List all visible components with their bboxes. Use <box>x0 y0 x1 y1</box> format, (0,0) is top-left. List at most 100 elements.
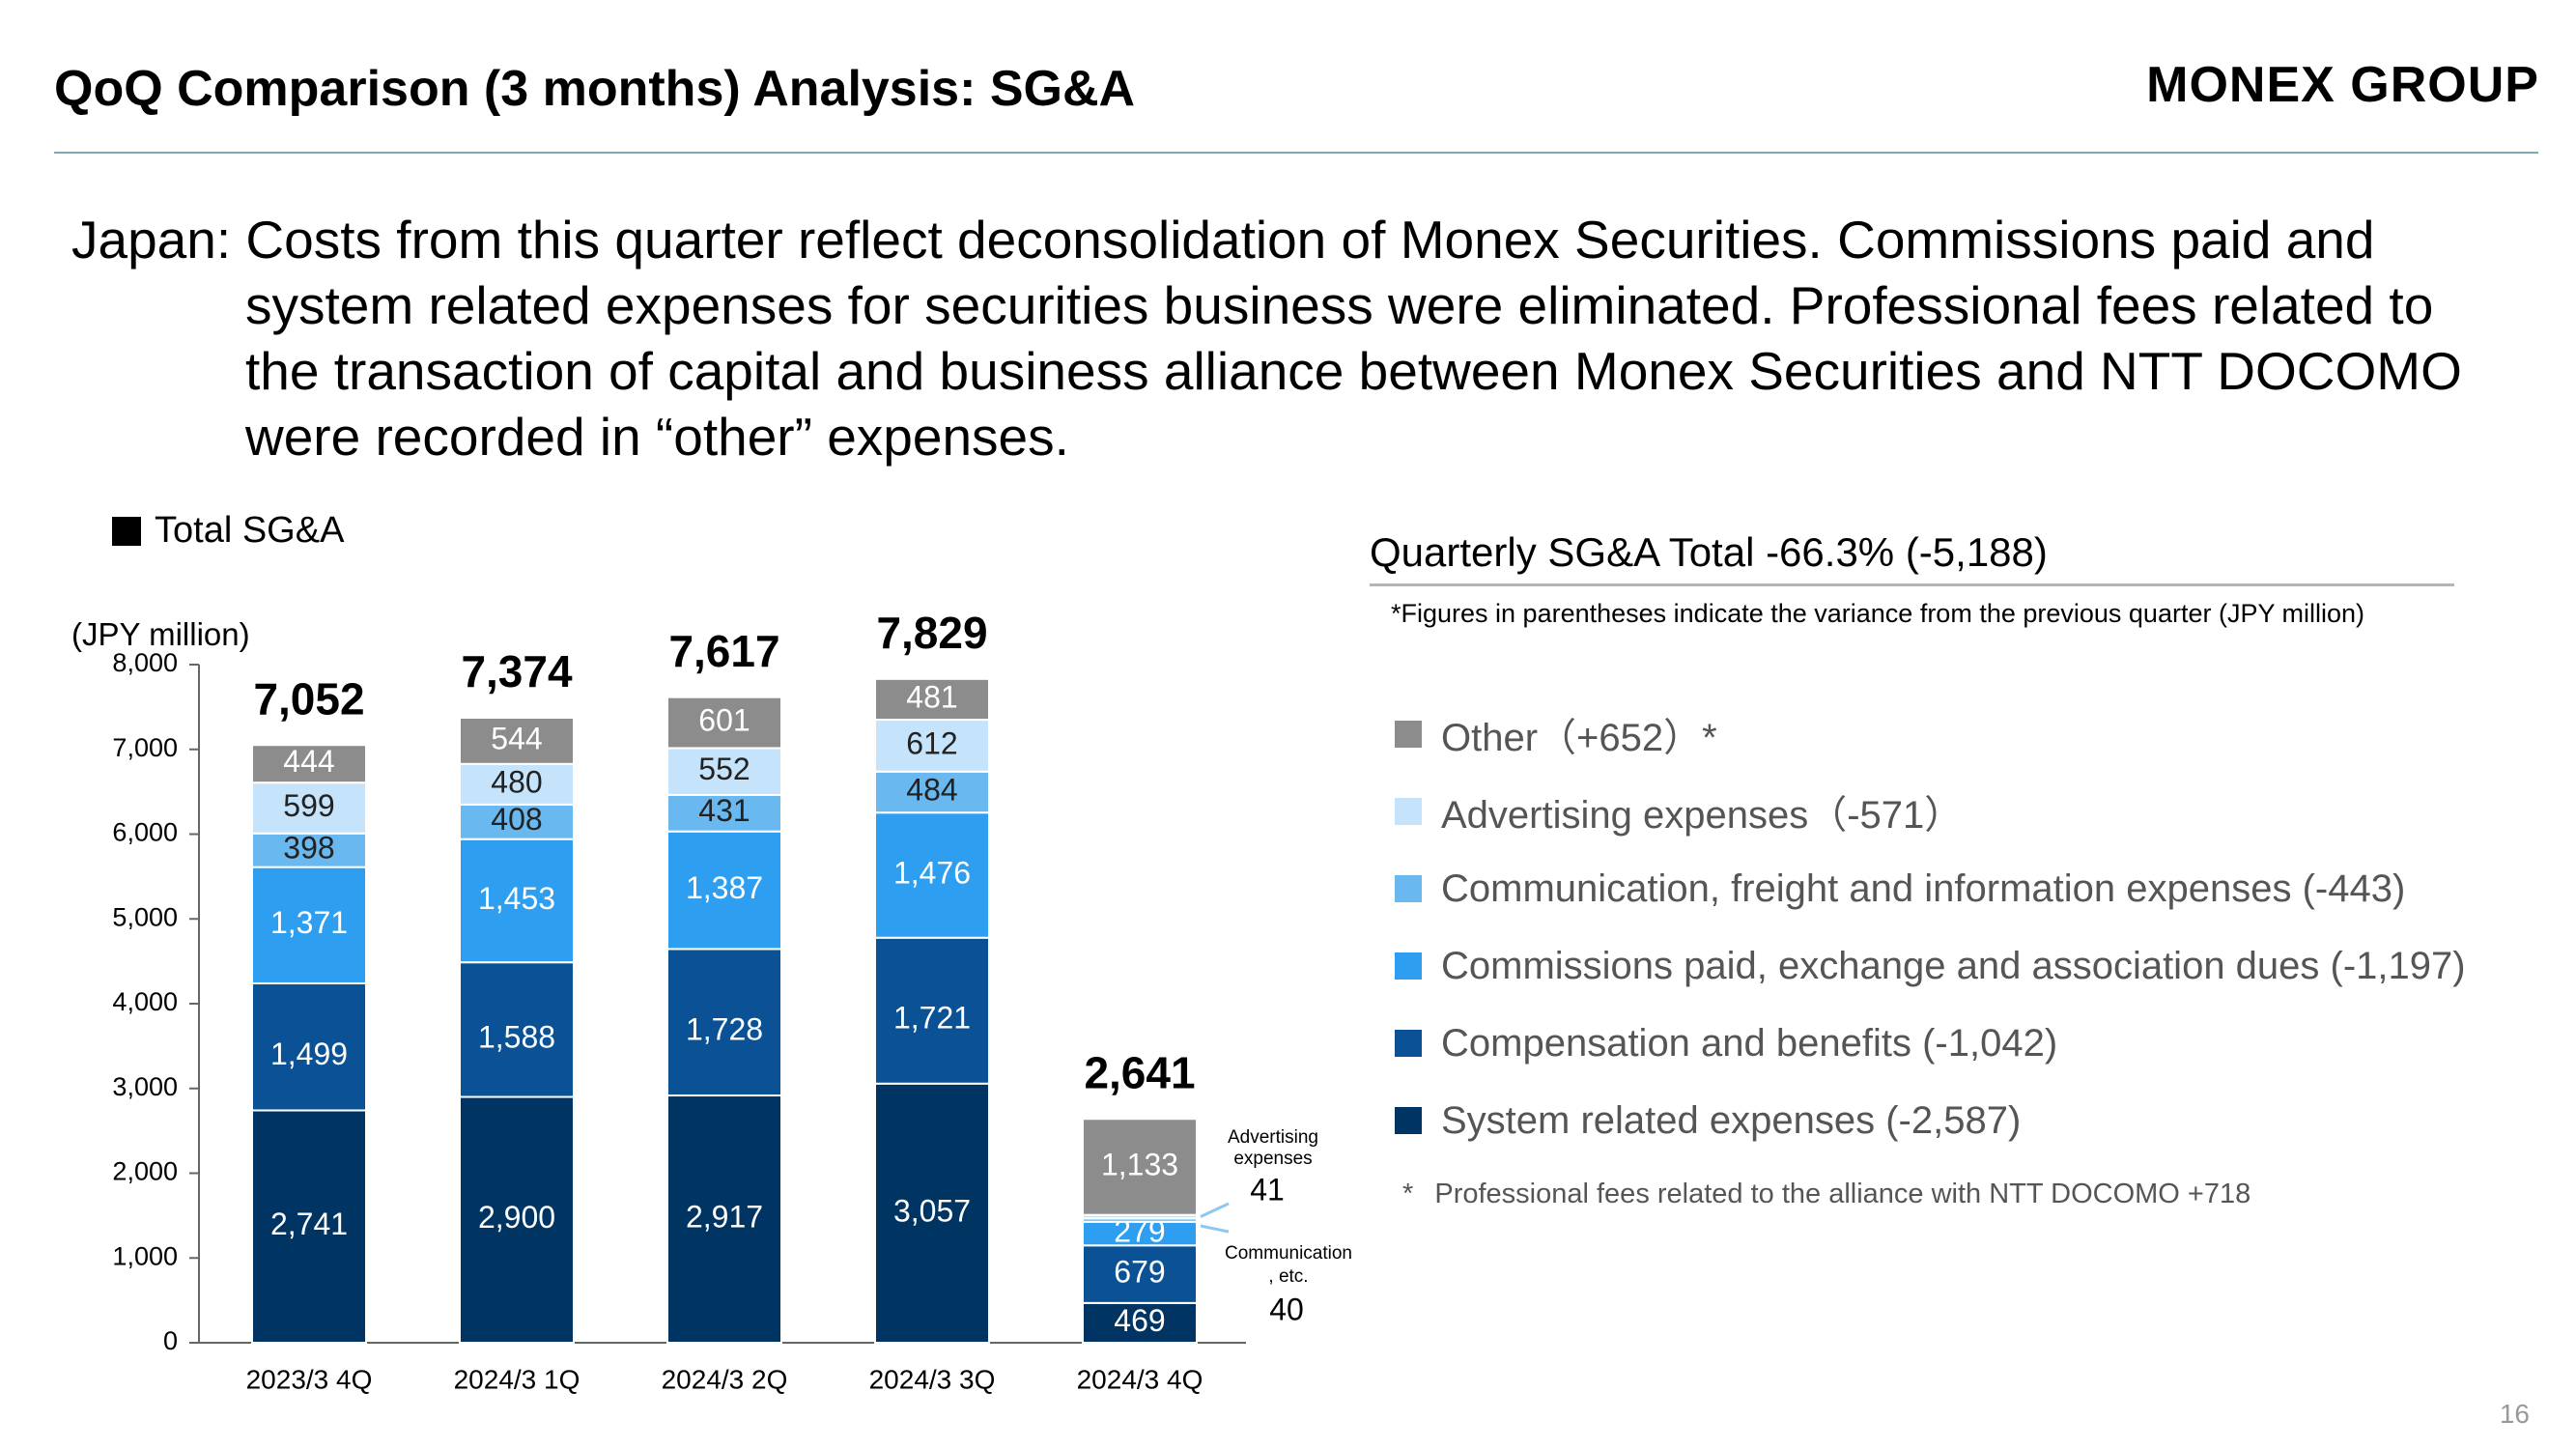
y-tick-label: 4,000 <box>112 987 178 1016</box>
bar-segment <box>459 762 575 806</box>
bar-value-label: 1,728 <box>686 1012 763 1047</box>
bar-segment <box>666 948 782 1097</box>
bar-value-label: 679 <box>1114 1255 1165 1290</box>
page-title: QoQ Comparison (3 months) Analysis: SG&A <box>54 61 1136 117</box>
bar-value-label: 599 <box>283 788 334 823</box>
annotation-advertising-label: Advertising <box>1228 1127 1318 1148</box>
annotation-arrow-advertising <box>1200 1202 1230 1218</box>
bar-total-label: 2,641 <box>1084 1047 1195 1097</box>
bar-segment <box>1082 1244 1198 1304</box>
right-panel-note: *Figures in parentheses indicate the var… <box>1391 599 2364 628</box>
bar-segment <box>666 830 782 951</box>
legend-swatch <box>1395 798 1422 825</box>
bar-value-label: 1,476 <box>893 855 971 890</box>
bar-value-label: 3,057 <box>893 1193 971 1228</box>
legend-swatch <box>1395 952 1422 980</box>
annotation-communication-value: 40 <box>1269 1292 1304 1326</box>
legend-label: Advertising expenses（-571） <box>1441 794 1964 837</box>
legend-label: System related expenses (-2,587) <box>1441 1098 2022 1142</box>
legend-item-commissions: Commissions paid, exchange and associati… <box>1395 927 2466 1005</box>
page-number: 16 <box>2499 1399 2530 1429</box>
y-tick-label: 8,000 <box>112 648 178 677</box>
bar-value-label: 1,588 <box>478 1019 555 1054</box>
annotation-advertising-value: 41 <box>1250 1172 1285 1207</box>
bar-value-label: 544 <box>491 721 542 755</box>
bar-value-label: 2,917 <box>686 1199 763 1234</box>
legend-swatch <box>1395 1107 1422 1134</box>
legend-item-other: Other（+652）* <box>1395 696 2466 773</box>
y-axis-unit: (JPY million) <box>71 616 250 652</box>
x-category-label: 2024/3 1Q <box>454 1364 580 1394</box>
y-tick-label: 7,000 <box>112 733 178 762</box>
bar-segment <box>459 838 575 964</box>
bar-value-label: 2,741 <box>270 1207 348 1241</box>
bar-segment <box>251 1109 367 1345</box>
annotation-arrow-communication <box>1200 1224 1230 1234</box>
bar-segment <box>459 961 575 1098</box>
total-legend: Total SG&A <box>112 510 344 552</box>
bar-segment <box>666 696 782 750</box>
bar-segment <box>874 719 990 773</box>
annotation-communication-label: Communication <box>1225 1243 1352 1264</box>
bar-segment <box>874 936 990 1085</box>
y-tick-label: 6,000 <box>112 818 178 847</box>
bar-value-label: 1,499 <box>270 1037 348 1071</box>
bar-segment <box>666 793 782 833</box>
legend-label: Commissions paid, exchange and associati… <box>1441 944 2466 987</box>
bar-value-label: 612 <box>906 725 957 760</box>
bar-value-label: 480 <box>491 764 542 799</box>
x-category-label: 2024/3 4Q <box>1077 1364 1203 1394</box>
bar-value-label: 484 <box>906 772 957 807</box>
brand-logo: MONEX GROUP <box>2146 57 2539 113</box>
legend-label: Compensation and benefits (-1,042) <box>1441 1021 2058 1065</box>
bar-segment <box>251 744 367 784</box>
bar-segment <box>459 803 575 840</box>
annotation-communication-label: , etc. <box>1268 1266 1308 1287</box>
bar-value-label: 1,453 <box>478 881 555 916</box>
header-divider <box>54 152 2538 154</box>
legend-item-advertising: Advertising expenses（-571） <box>1395 773 2466 850</box>
bar-value-label: 601 <box>698 703 750 738</box>
lead-line-2: system related expenses for securities b… <box>245 275 2434 335</box>
bar-value-label: 398 <box>283 831 334 866</box>
footnote-text: Professional fees related to the allianc… <box>1434 1179 2251 1209</box>
bar-total-label: 7,617 <box>668 626 779 676</box>
bar-segment <box>251 781 367 835</box>
bar-segment <box>251 866 367 984</box>
y-tick-label: 0 <box>163 1326 178 1355</box>
legend-item-compensation: Compensation and benefits (-1,042) <box>1395 1005 2466 1082</box>
lead-text: Japan: Costs from this quarter reflect d… <box>71 207 2462 469</box>
legend-swatch <box>1395 721 1422 748</box>
total-legend-swatch <box>112 516 141 546</box>
total-legend-label: Total SG&A <box>155 510 345 551</box>
footnote-marker: * <box>1402 1179 1414 1209</box>
bar-value-label: 469 <box>1114 1303 1165 1338</box>
lead-line-1: Japan: Costs from this quarter reflect d… <box>71 210 2375 270</box>
legend-label: Communication, freight and information e… <box>1441 867 2406 910</box>
y-tick-label: 5,000 <box>112 902 178 931</box>
bar-segment <box>874 811 990 939</box>
bar-segment <box>1082 1118 1198 1216</box>
x-category-label: 2024/3 2Q <box>662 1364 788 1394</box>
x-category-label: 2023/3 4Q <box>246 1364 373 1394</box>
bar-segment <box>874 770 990 814</box>
legend-item-communication: Communication, freight and information e… <box>1395 850 2466 927</box>
bar-value-label: 431 <box>698 793 750 828</box>
bar-total-label: 7,374 <box>461 646 573 696</box>
bar-value-label: 408 <box>491 802 542 837</box>
bar-value-label: 552 <box>698 752 750 786</box>
right-panel-divider <box>1370 583 2454 586</box>
bar-value-label: 444 <box>283 744 334 779</box>
bar-segment <box>251 981 367 1112</box>
bar-segment <box>666 1094 782 1344</box>
y-tick-label: 1,000 <box>112 1241 178 1270</box>
legend-label: Other（+652）* <box>1441 717 1717 759</box>
annotation-advertising-label: expenses <box>1233 1149 1312 1169</box>
bar-segment <box>874 677 990 722</box>
lead-line-3: the transaction of capital and business … <box>245 341 2462 401</box>
bar-total-label: 7,829 <box>876 608 987 658</box>
lead-line-4: were recorded in “other” expenses. <box>245 407 1069 467</box>
bar-segment <box>459 717 575 765</box>
bar-value-label: 2,900 <box>478 1200 555 1235</box>
bar-segment <box>459 1095 575 1345</box>
